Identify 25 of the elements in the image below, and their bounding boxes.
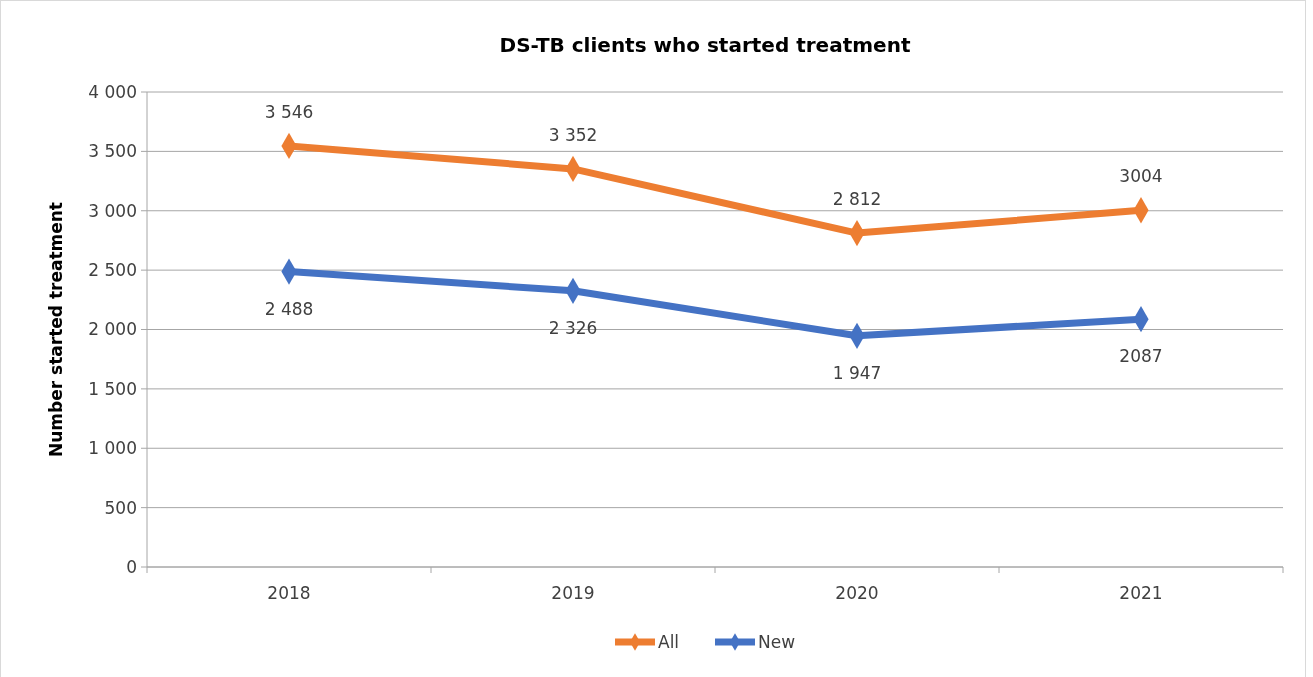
y-tick-label: 1 000 [88, 438, 137, 459]
y-tick-label: 2 500 [88, 260, 137, 281]
y-tick-label: 3 000 [88, 200, 137, 221]
y-tick-label: 3 500 [88, 141, 137, 162]
legend-label: New [758, 631, 796, 652]
y-axis-title: Number started treatment [46, 202, 66, 457]
x-tick-label: 2018 [267, 583, 311, 603]
x-tick-label: 2019 [551, 583, 595, 603]
y-tick-label: 4 000 [88, 81, 137, 102]
data-label: 3004 [1119, 166, 1163, 187]
legend-label: All [658, 631, 680, 652]
data-label: 1 947 [832, 362, 882, 383]
y-tick-label: 2 000 [88, 319, 137, 340]
data-label: 2 326 [548, 317, 598, 338]
chart-title: DS-TB clients who started treatment [499, 33, 911, 57]
x-tick-label: 2020 [835, 583, 879, 603]
data-label: 2 488 [264, 298, 314, 319]
data-label: 2 812 [832, 189, 882, 210]
y-tick-label: 0 [126, 556, 137, 577]
x-tick-label: 2021 [1119, 583, 1163, 603]
y-tick-label: 500 [104, 497, 137, 518]
y-tick-label: 1 500 [88, 378, 137, 399]
data-label: 3 546 [264, 101, 314, 122]
data-label: 3 352 [548, 124, 598, 145]
data-label: 2087 [1119, 346, 1163, 367]
